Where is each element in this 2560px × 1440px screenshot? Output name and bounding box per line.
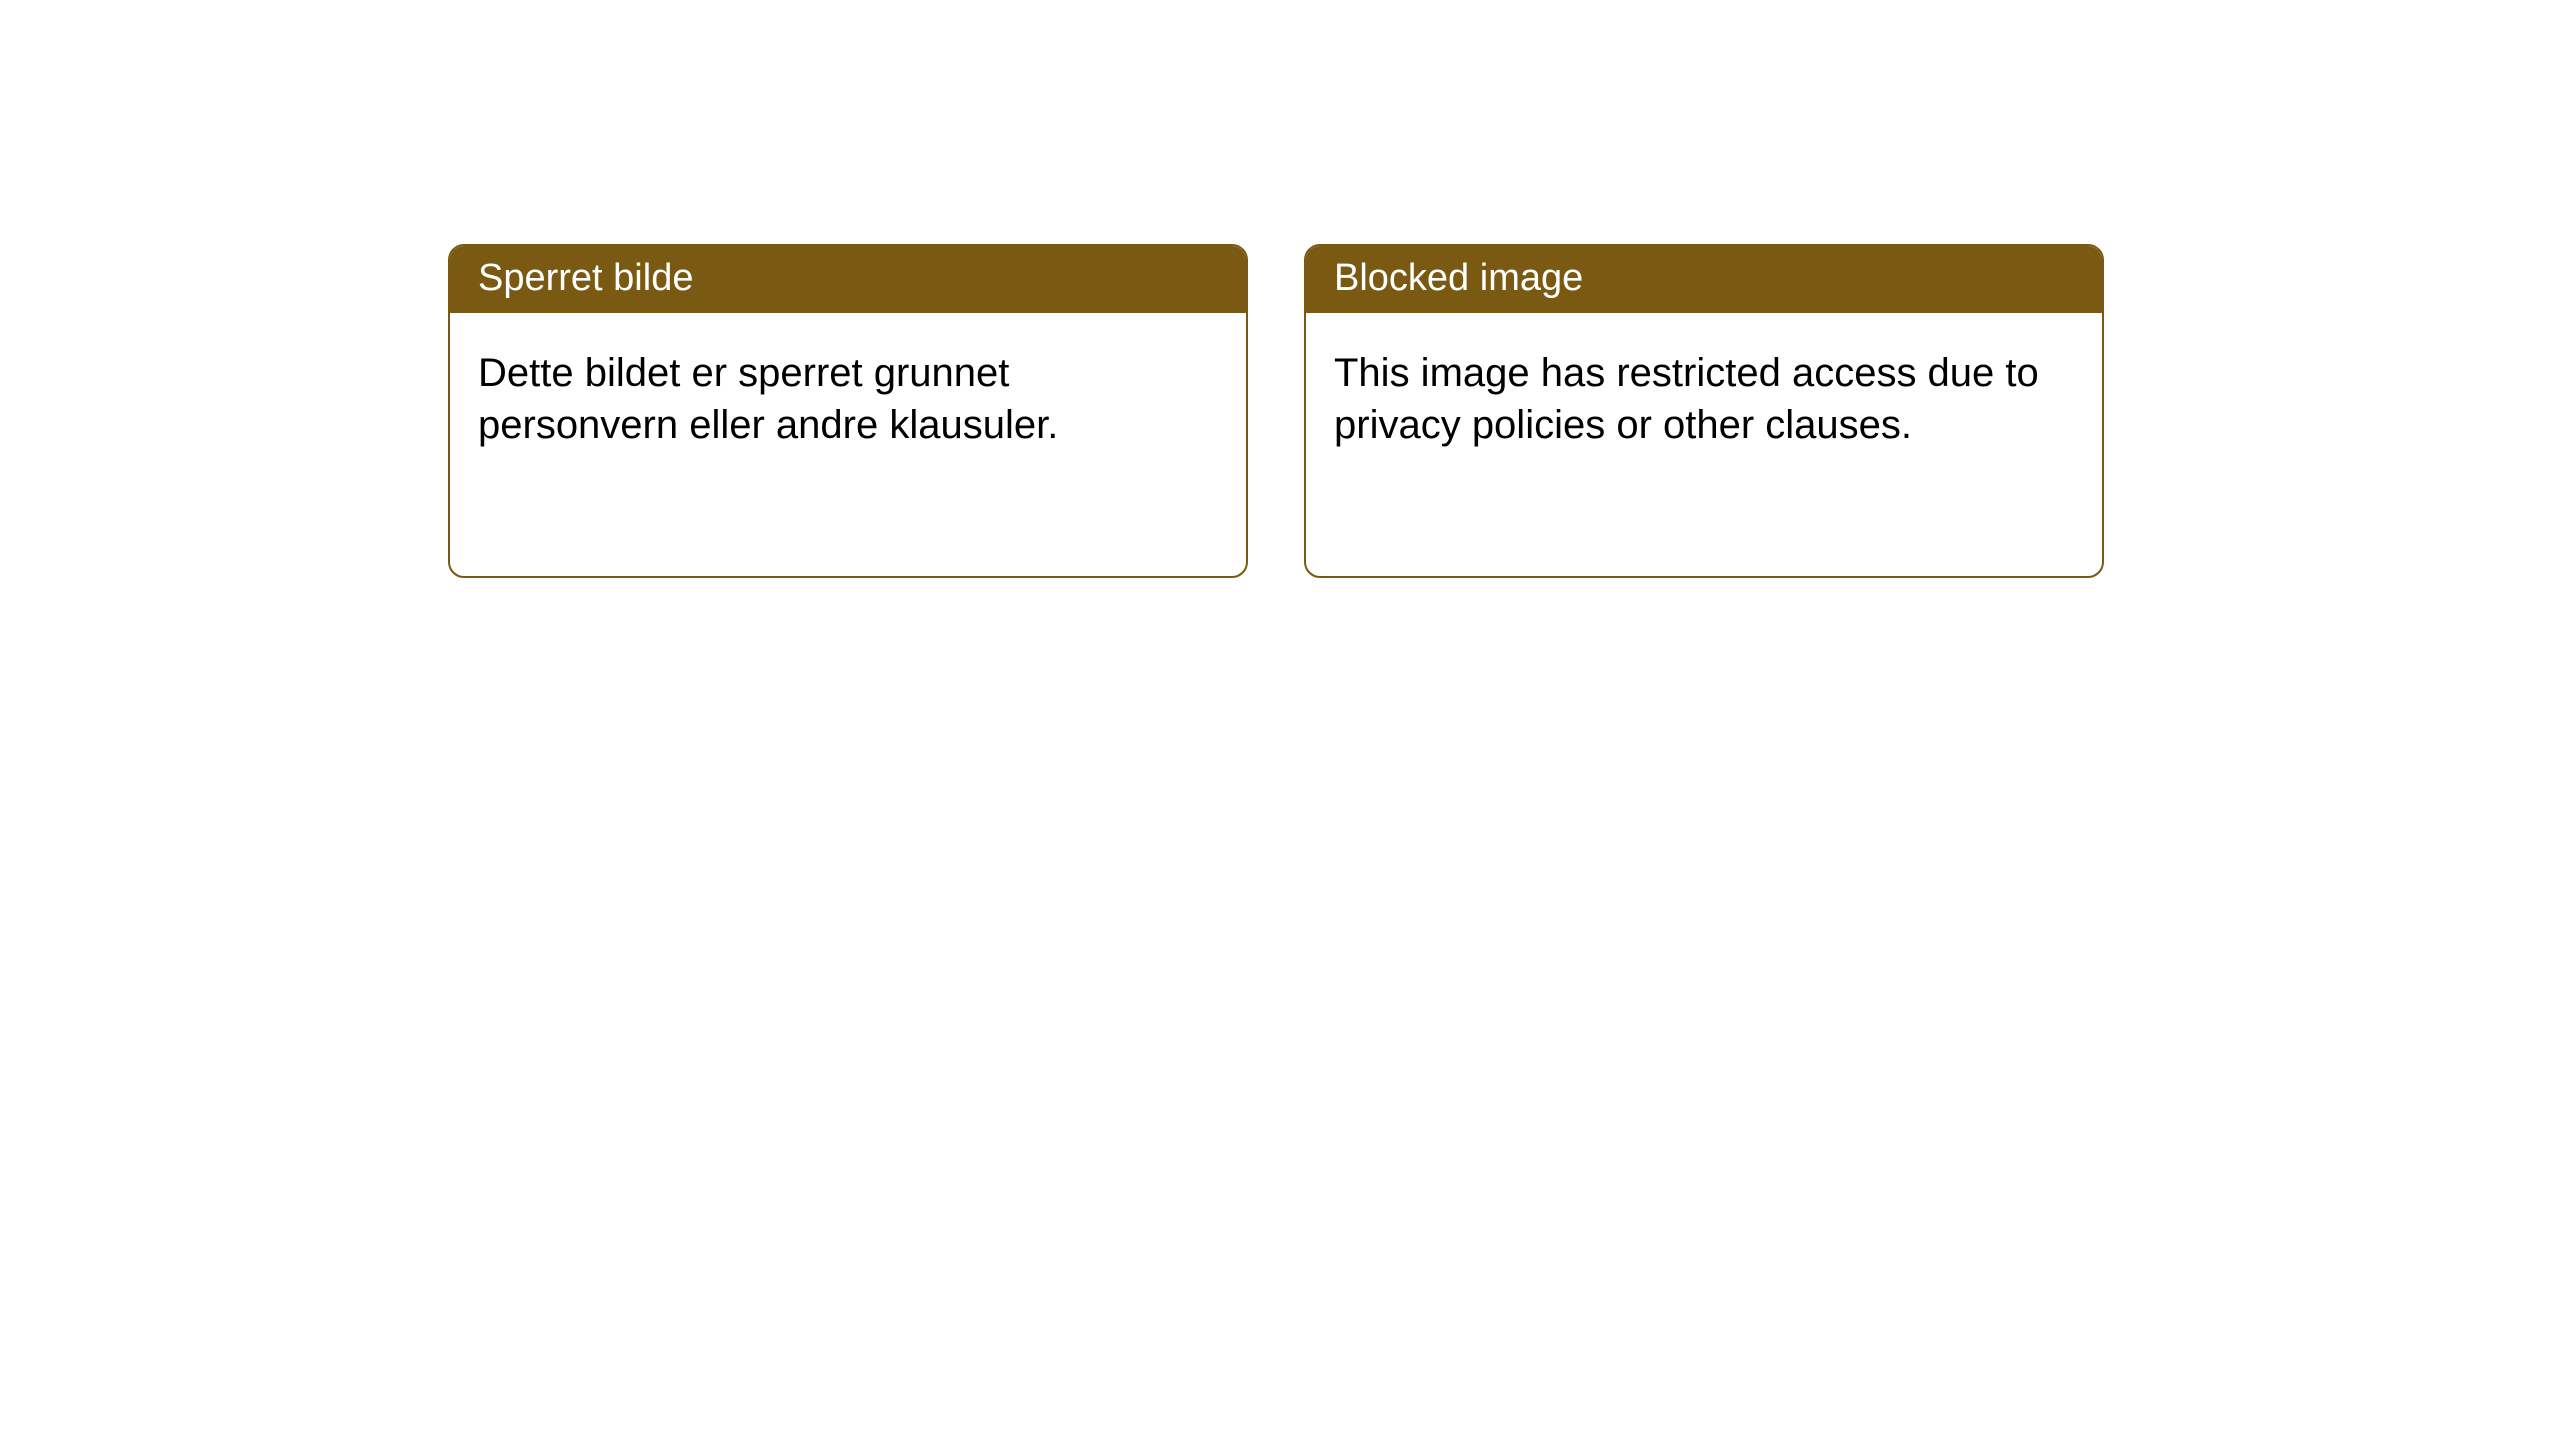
notice-body: This image has restricted access due to … [1306,313,2102,485]
notice-card-english: Blocked image This image has restricted … [1304,244,2104,578]
notice-card-norwegian: Sperret bilde Dette bildet er sperret gr… [448,244,1248,578]
notice-container: Sperret bilde Dette bildet er sperret gr… [0,0,2560,578]
notice-header: Sperret bilde [450,246,1246,313]
notice-header: Blocked image [1306,246,2102,313]
notice-body: Dette bildet er sperret grunnet personve… [450,313,1246,485]
